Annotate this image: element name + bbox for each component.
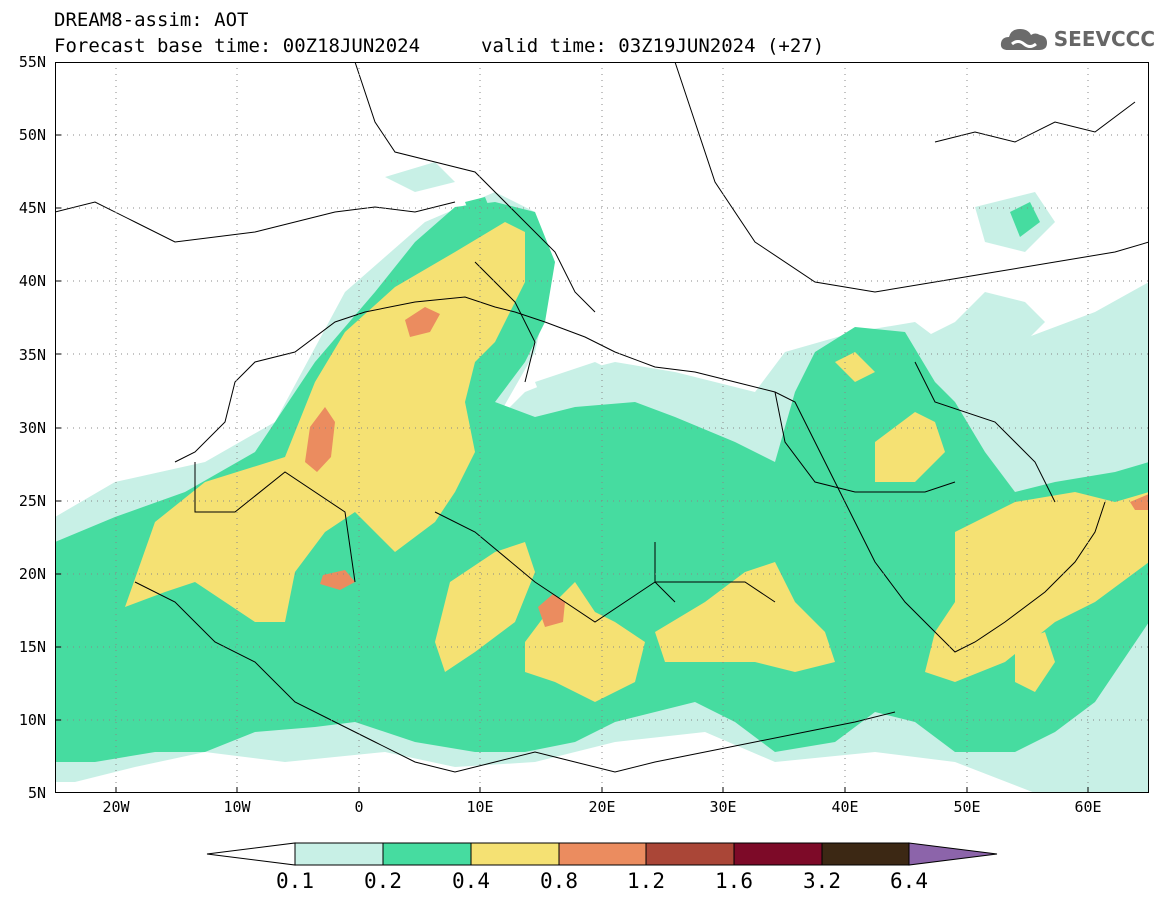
colorbar-label-0.4: 0.4 [452,869,490,893]
lon-label-20e: 20E [588,798,616,816]
colorbar-bin-1.2-1.6 [645,842,735,866]
base-time-label: Forecast base time: 00Z18JUN2024 [54,35,421,57]
cloud-icon [1000,29,1047,50]
lat-label-55n: 55N [18,53,46,71]
map-canvas [55,62,1149,793]
logo-text: SEEVCCC [1053,27,1155,51]
lon-label-40e: 40E [831,798,859,816]
map-frame [55,62,1149,793]
seevccc-logo: SEEVCCC [998,24,1155,54]
lat-label-5n: 5N [27,784,46,802]
lat-label-45n: 45N [18,199,46,217]
colorbar-bin-0.2-0.4 [382,842,472,866]
colorbar-label-0.1: 0.1 [276,869,314,893]
lat-label-25n: 25N [18,492,46,510]
lon-label-60e: 60E [1074,798,1102,816]
colorbar-label-0.2: 0.2 [364,869,402,893]
colorbar-bin-1.6-3.2 [733,842,823,866]
colorbar [206,842,998,866]
lon-label-50e: 50E [953,798,981,816]
lon-label-30e: 30E [709,798,737,816]
valid-time-label: valid time: 03Z19JUN2024 (+27) [481,35,825,57]
lat-label-15n: 15N [18,638,46,656]
map-title: DREAM8-assim: AOT [54,9,249,31]
colorbar-label-6.4: 6.4 [890,869,928,893]
colorbar-label-1.2: 1.2 [627,869,665,893]
colorbar-bin-0.8-1.2 [558,842,647,866]
colorbar-label-3.2: 3.2 [803,869,841,893]
lat-label-30n: 30N [18,419,46,437]
aot-map [55,62,1149,793]
colorbar-label-0.8: 0.8 [540,869,578,893]
colorbar-bin-0.4-0.8 [470,842,560,866]
lat-label-50n: 50N [18,126,46,144]
coastlines-borders [55,62,1149,773]
lon-label-20w: 20W [102,798,130,816]
lon-label-10w: 10W [223,798,251,816]
graticule [55,62,1149,793]
lat-label-35n: 35N [18,346,46,364]
colorbar-bin-3.2-6.4 [821,842,910,866]
lat-label-40n: 40N [18,272,46,290]
colorbar-upper-arrow [908,842,998,866]
lon-label-10e: 10E [466,798,494,816]
colorbar-label-1.6: 1.6 [715,869,753,893]
colorbar-lower-arrow [206,842,296,866]
aot-0.8-1.2-areas [305,307,1149,627]
lat-label-20n: 20N [18,565,46,583]
lat-label-10n: 10N [18,711,46,729]
colorbar-bin-0.1-0.2 [294,842,384,866]
lon-label-0: 0 [354,798,364,816]
